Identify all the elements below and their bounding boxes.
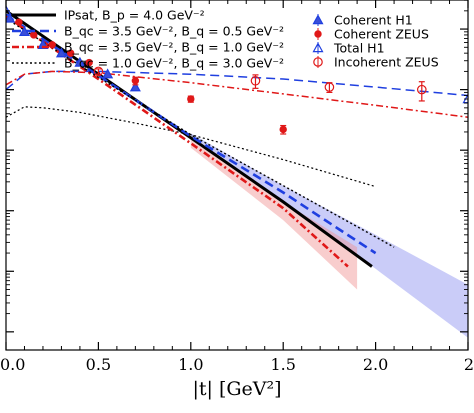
data-point-incoherent_zeus bbox=[416, 84, 427, 95]
coherent-curve-bqc10_bq30 bbox=[6, 17, 395, 248]
data-point-coherent_zeus bbox=[85, 58, 93, 67]
x-tick-label: 0.0 bbox=[0, 355, 25, 374]
data-point-coherent_h1 bbox=[6, 12, 16, 23]
legend-marker-coherent_h1 bbox=[312, 14, 324, 25]
data-point-coherent_h1 bbox=[74, 56, 86, 67]
coherent-curve-bqc35_bq10 bbox=[6, 15, 349, 268]
legend-marker-incoherent_zeus bbox=[313, 57, 323, 67]
incoherent-curve-bqc10_bq30 bbox=[6, 106, 376, 188]
data-point-coherent_h1 bbox=[129, 81, 141, 92]
data-point-coherent_zeus bbox=[279, 125, 287, 134]
legend-label-bqc10_bq30: B_qc = 1.0 GeV⁻², B_q = 3.0 GeV⁻² bbox=[64, 56, 284, 71]
incoherent-curve-bqc35_bq10 bbox=[6, 70, 468, 118]
legend-marker-total_h1 bbox=[312, 42, 324, 53]
x-tick-label: 0.5 bbox=[86, 355, 111, 374]
legend-label-coherent_zeus: Coherent ZEUS bbox=[334, 27, 429, 42]
legend-label-bqc35_bq10: B_qc = 3.5 GeV⁻², B_q = 1.0 GeV⁻² bbox=[64, 40, 284, 55]
data-point-incoherent_zeus bbox=[324, 82, 335, 92]
data-point-coherent_h1 bbox=[102, 68, 114, 79]
data-point-coherent_zeus bbox=[187, 95, 195, 103]
data-point-coherent_zeus bbox=[66, 49, 75, 57]
uncertainty-band-band_red bbox=[190, 139, 358, 290]
data-point-total_h1 bbox=[462, 93, 468, 104]
data-point-coherent_zeus bbox=[131, 77, 140, 85]
data-point-incoherent_zeus bbox=[250, 75, 261, 86]
legend-label-coherent_h1: Coherent H1 bbox=[334, 13, 413, 28]
legend-label-incoherent_zeus: Incoherent ZEUS bbox=[334, 55, 439, 70]
legend-left: IPsat, B_p = 4.0 GeV⁻²B_qc = 3.5 GeV⁻², … bbox=[12, 8, 284, 71]
x-tick-label: 1.5 bbox=[270, 355, 295, 374]
legend-marker-coherent_zeus bbox=[314, 30, 322, 38]
data-point-incoherent_zeus bbox=[93, 66, 104, 77]
legend-label-ipsat: IPsat, B_p = 4.0 GeV⁻² bbox=[64, 8, 205, 23]
data-point-coherent_h1 bbox=[55, 47, 67, 58]
legend-label-total_h1: Total H1 bbox=[333, 41, 385, 56]
legend-label-bqc35_bq05: B_qc = 3.5 GeV⁻², B_q = 0.5 GeV⁻² bbox=[64, 24, 284, 39]
x-tick-label: 1.0 bbox=[178, 355, 203, 374]
x-tick-label: 2.0 bbox=[363, 355, 388, 374]
data-point-coherent_zeus bbox=[30, 31, 38, 39]
plot-area-frame bbox=[5, 0, 469, 351]
x-axis-title: |t| [GeV²] bbox=[192, 378, 281, 400]
data-point-coherent_zeus bbox=[15, 18, 23, 26]
x-tick-label: 2 bbox=[464, 355, 474, 374]
